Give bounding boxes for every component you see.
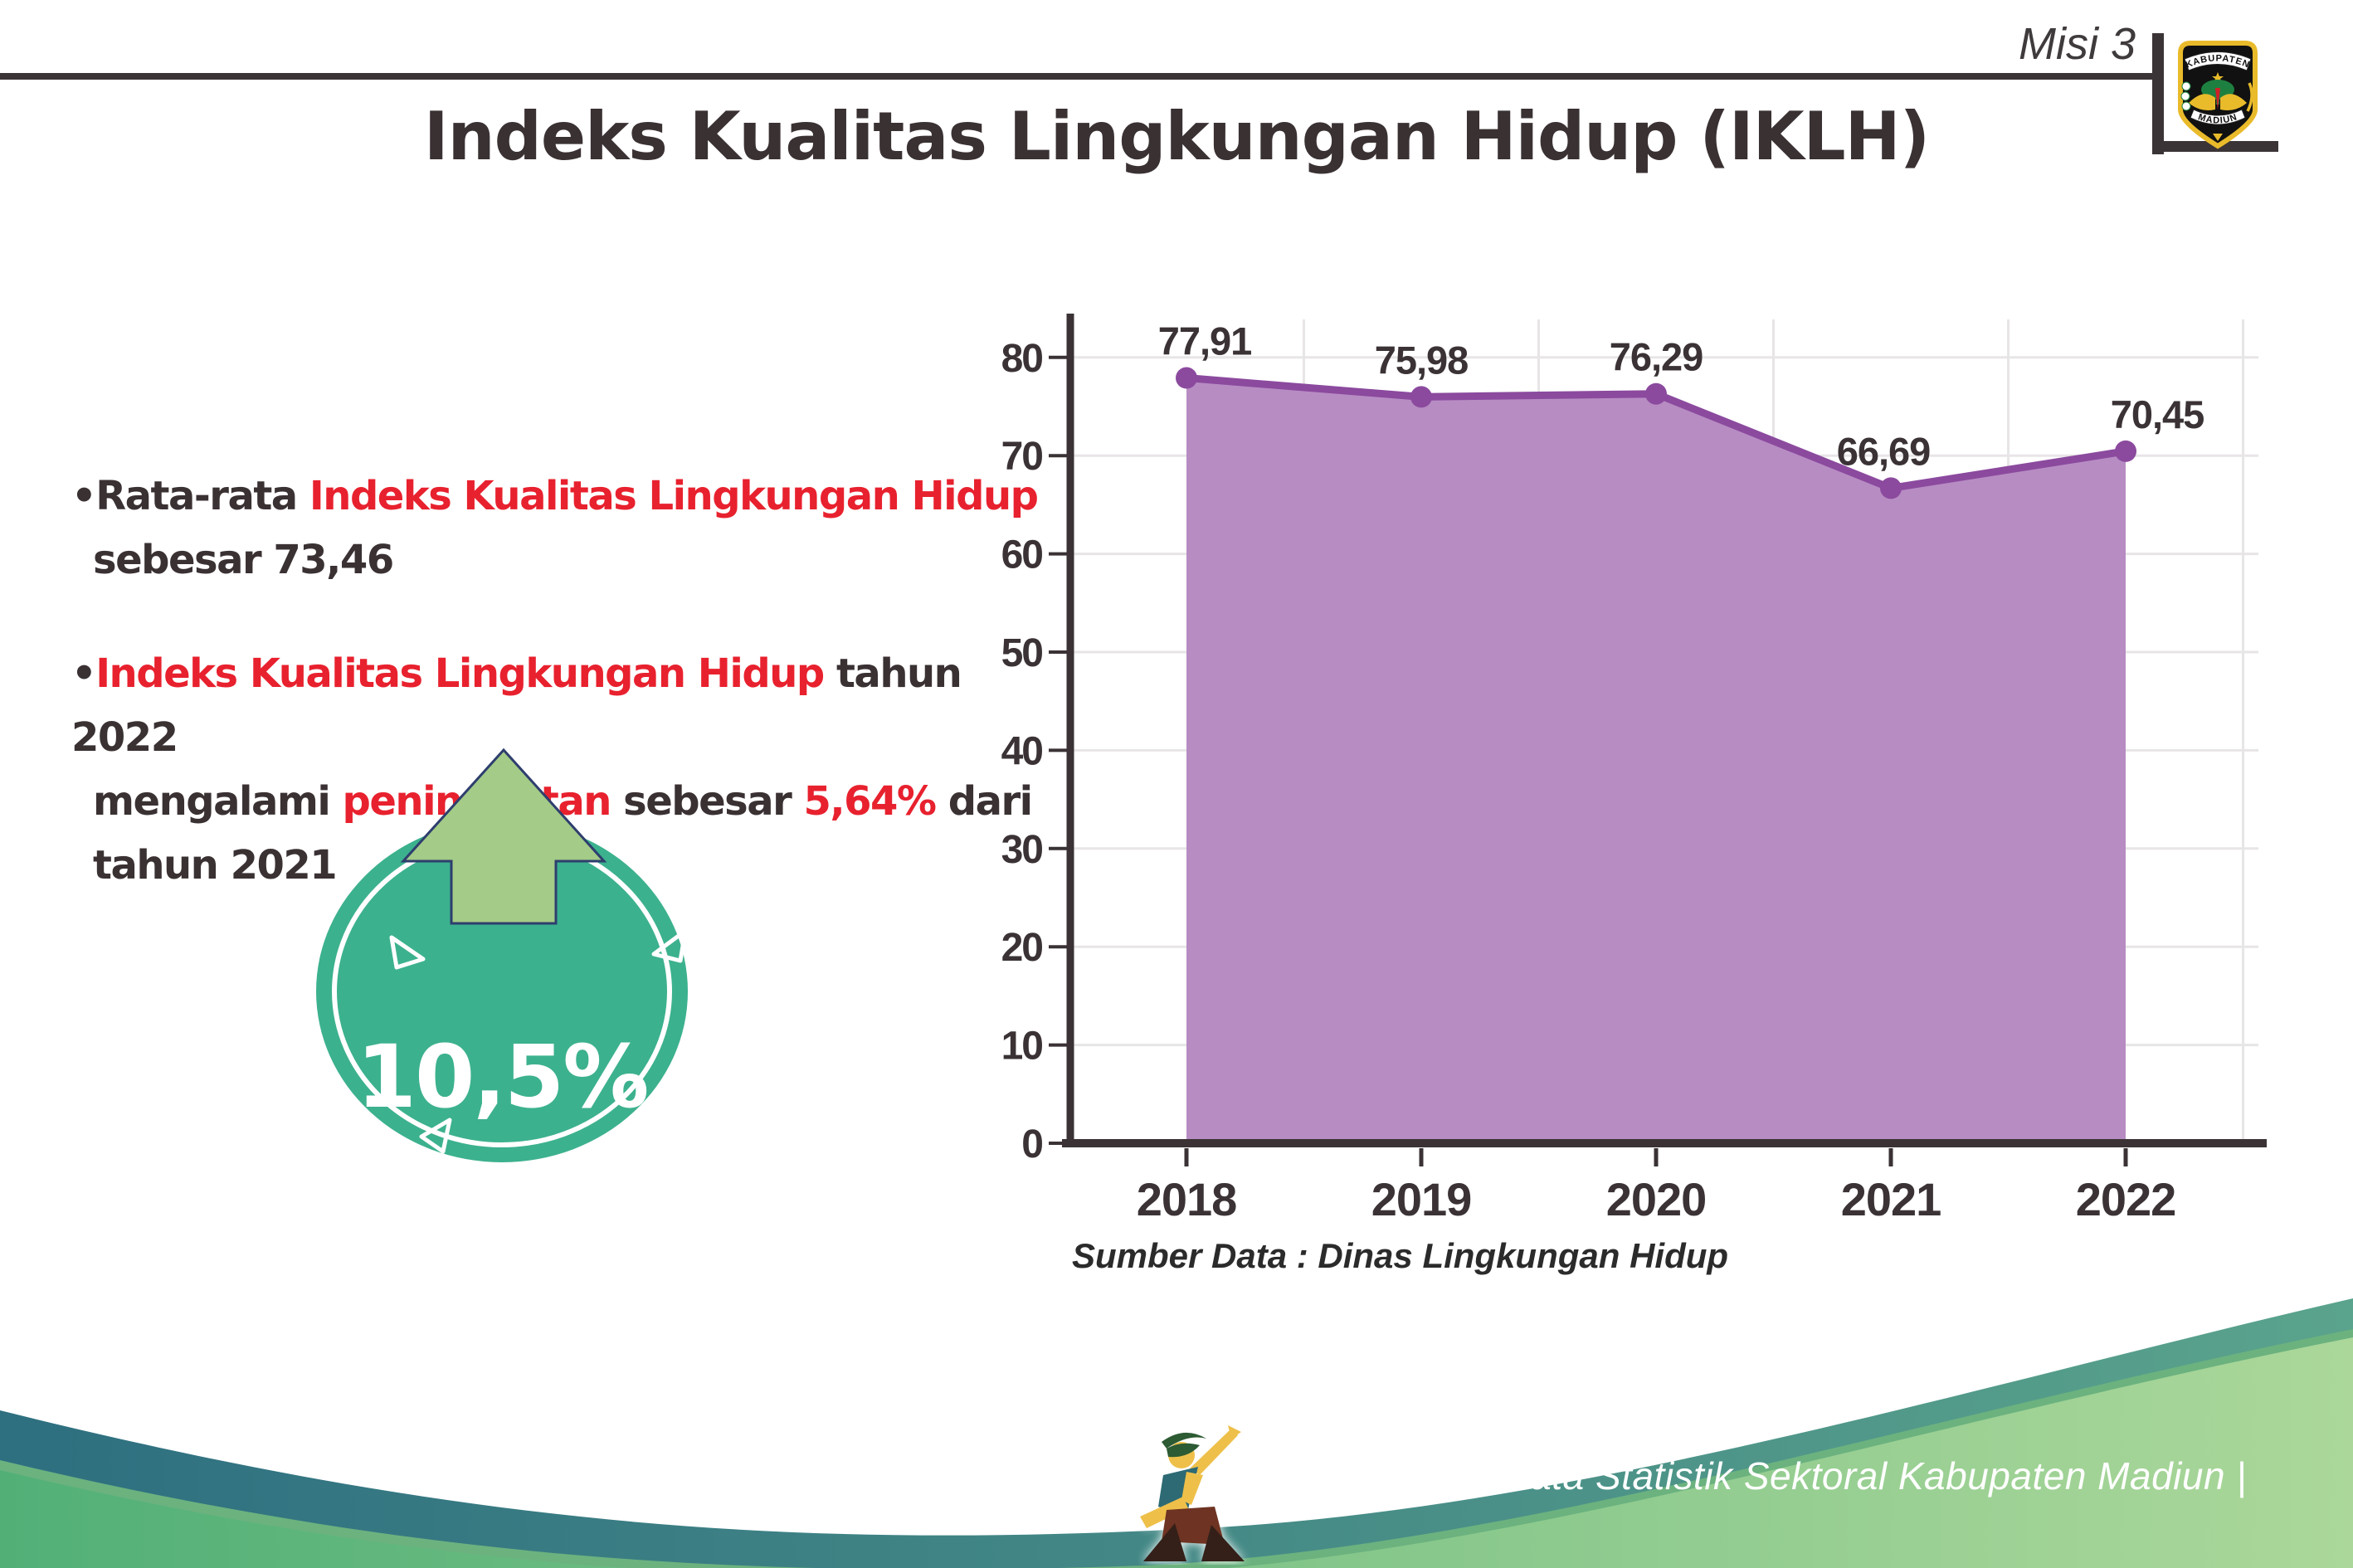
footer-wave xyxy=(0,1298,2353,1568)
footer-caption: Media Infografis Data Statistik Sektoral… xyxy=(1213,1454,2247,1497)
x-tick-label: 2019 xyxy=(1371,1173,1472,1225)
y-tick-label: 20 xyxy=(1001,926,1043,970)
bullet-item-average: •Rata-rata Indeks Kualitas Lingkungan Hi… xyxy=(71,473,1039,583)
y-tick-label: 60 xyxy=(1001,533,1043,577)
logo-bottom-banner xyxy=(2190,109,2246,125)
y-tick-label: 30 xyxy=(1001,828,1043,872)
data-label: 70,45 xyxy=(2111,392,2204,436)
bullet-dot: • xyxy=(71,473,97,519)
bullet-list: •Rata-rata Indeks Kualitas Lingkungan Hi… xyxy=(71,465,1059,898)
data-point xyxy=(2115,440,2136,462)
logo-bottom-text: MADIUN xyxy=(2197,112,2239,125)
logo-top-banner xyxy=(2184,51,2252,71)
logo-keris-icon xyxy=(2215,88,2220,110)
chart-source: Sumber Data : Dinas Lingkungan Hidup xyxy=(1072,1236,1728,1275)
highlight-text: Indeks Kualitas Lingkungan Hidup xyxy=(309,473,1039,519)
data-point xyxy=(1880,477,1902,499)
highlight-text: 5,64% xyxy=(803,778,938,825)
green-wave xyxy=(0,1337,2353,1568)
logo-wing-right xyxy=(2220,94,2247,110)
logo-bracket-vertical xyxy=(2152,33,2164,154)
kabupaten-madiun-logo: KABUPATEN MADIUN xyxy=(2178,41,2258,149)
data-point xyxy=(1176,367,1197,389)
sparkle-triangle xyxy=(389,935,426,970)
page-title: Indeks Kualitas Lingkungan Hidup (IKLH) xyxy=(423,98,1930,175)
bullet-dot: • xyxy=(71,650,97,697)
x-tick-label: 2021 xyxy=(1841,1173,1941,1225)
y-tick-label: 70 xyxy=(1001,435,1043,479)
mascot-icon xyxy=(1140,1425,1245,1561)
x-tick-label: 2018 xyxy=(1137,1173,1237,1225)
highlight-text: Indeks Kualitas Lingkungan Hidup xyxy=(95,650,825,697)
sparkle-triangle xyxy=(419,1118,452,1154)
misi-label: Misi 3 xyxy=(2018,19,2136,69)
y-tick-label: 0 xyxy=(1021,1122,1042,1166)
data-label: 77,91 xyxy=(1158,319,1252,363)
data-label: 66,69 xyxy=(1837,429,1931,473)
y-tick-label: 10 xyxy=(1001,1025,1043,1069)
y-tick-label: 40 xyxy=(1001,729,1043,773)
data-point xyxy=(1410,386,1432,408)
badge-circle xyxy=(316,821,688,1162)
logo-wing-left xyxy=(2189,94,2215,110)
logo-rice-icon xyxy=(2246,82,2253,112)
area-fill xyxy=(1186,377,2126,1143)
badge-value: 10,5% xyxy=(357,1026,648,1127)
sparkle-triangle xyxy=(651,928,688,963)
data-label: 75,98 xyxy=(1375,338,1469,382)
sparkle-triangle xyxy=(638,1104,678,1132)
header-rule xyxy=(0,73,2157,80)
y-tick-label: 80 xyxy=(1001,337,1043,381)
y-tick-label: 50 xyxy=(1001,631,1043,675)
iklh-area-chart: 0 10 20 30 40 50 60 70 80 2018 2019 2020 2021 2022 77,… xyxy=(1001,314,2267,1275)
increase-badge: 10,5% xyxy=(316,747,688,1162)
up-arrow-icon xyxy=(400,747,607,925)
data-point xyxy=(1645,382,1667,405)
data-label: 76,29 xyxy=(1610,335,1703,379)
x-tick-label: 2022 xyxy=(2076,1173,2176,1225)
x-tick-label: 2020 xyxy=(1606,1173,1707,1225)
